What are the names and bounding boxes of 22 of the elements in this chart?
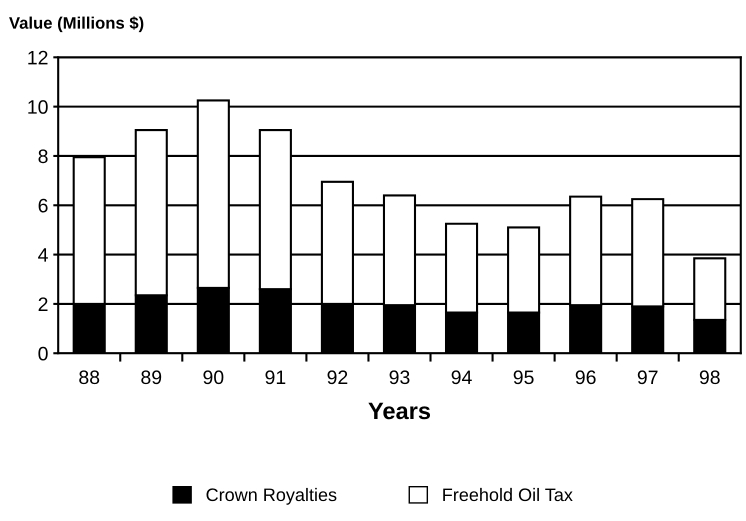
x-tick-label: 91 (265, 370, 286, 384)
y-tick-label: 8 (38, 149, 48, 164)
x-axis-title: Years (368, 402, 430, 420)
y-axis-title: Value (Millions $) (9, 16, 144, 32)
y-tick-label: 0 (38, 346, 48, 360)
x-tick-label: 96 (576, 370, 596, 384)
x-tick-label: 95 (514, 370, 534, 384)
x-tick-label: 92 (328, 370, 348, 384)
x-tick-label: 89 (141, 370, 162, 384)
x-tick-label: 90 (203, 370, 224, 384)
x-tick-label: 94 (452, 370, 472, 384)
x-tick-label: 98 (700, 370, 720, 384)
legend-label: Crown Royalties (206, 488, 336, 505)
x-tick-label: 93 (390, 370, 410, 384)
legend-label: Freehold Oil Tax (443, 488, 573, 502)
y-tick-label: 2 (38, 297, 48, 311)
y-tick-label: 6 (38, 198, 48, 213)
y-tick-label: 4 (38, 248, 48, 262)
y-tick-label: 12 (28, 50, 48, 64)
y-tick-label: 10 (28, 100, 48, 114)
x-tick-label: 97 (638, 370, 658, 384)
x-tick-label: 88 (79, 370, 100, 384)
